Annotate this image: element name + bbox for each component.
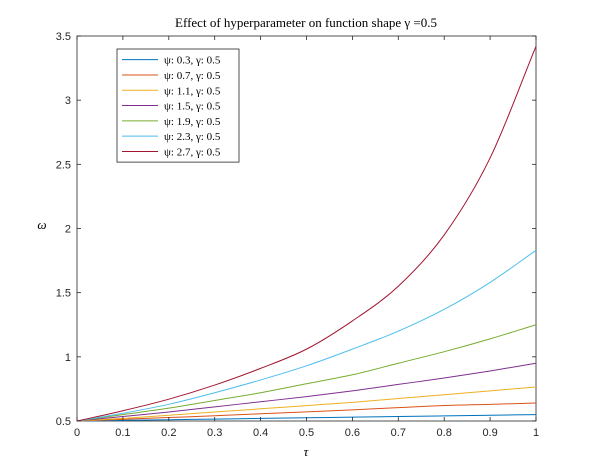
legend: ψ: 0.3, γ: 0.5 ψ: 0.7, γ: 0.5 ψ: 1.1, γ: 0…	[116, 48, 240, 163]
legend-entry-label: ψ: 0.7, γ: 0.5	[164, 70, 221, 82]
x-axis-label: τ	[304, 444, 310, 459]
y-tick-label: 3	[65, 95, 71, 107]
x-tick-label: 0.1	[115, 427, 130, 439]
series-line-3	[76, 386, 537, 422]
x-tick-label: 0.2	[161, 427, 176, 439]
y-tick-label: 0.5	[56, 416, 71, 428]
series-line-2	[76, 402, 537, 422]
x-tick-label: 0.9	[482, 427, 497, 439]
x-tick-label: 0.4	[253, 427, 268, 439]
legend-entry-label: ψ: 1.9, γ: 0.5	[164, 116, 221, 128]
legend-entry-label: ψ: 2.7, γ: 0.5	[164, 146, 221, 158]
series-line-6	[76, 249, 537, 422]
axis-ticks: 0 0.1 0.2 0.3 0.4 0.5 0.6 0.7 0.8 0.9 1 0.5 1 1.5 2 2.5…	[56, 31, 539, 439]
series-line-4	[76, 362, 537, 422]
series-group	[76, 46, 537, 422]
legend-entry-label: ψ: 1.1, γ: 0.5	[164, 85, 221, 97]
y-tick-label: 2.5	[56, 159, 71, 171]
x-tick-label: 1	[533, 427, 539, 439]
series-line-7	[76, 46, 537, 422]
chart-title: Effect of hyperparameter on function sha…	[175, 15, 437, 30]
legend-entry-label: ψ: 2.3, γ: 0.5	[164, 131, 221, 143]
x-tick-label: 0	[74, 427, 80, 439]
x-tick-label: 0.8	[437, 427, 452, 439]
legend-entry-label: ψ: 1.5, γ: 0.5	[164, 101, 221, 113]
series-line-5	[76, 324, 537, 422]
y-tick-label: 2	[65, 224, 71, 236]
x-tick-label: 0.7	[391, 427, 406, 439]
x-tick-label: 0.6	[345, 427, 360, 439]
x-tick-label: 0.3	[207, 427, 222, 439]
x-tick-label: 0.5	[299, 427, 314, 439]
y-tick-label: 1	[65, 352, 71, 364]
y-tick-label: 3.5	[56, 31, 71, 43]
y-tick-label: 1.5	[56, 288, 71, 300]
y-axis-label: ω	[37, 217, 46, 232]
legend-entry-label: ψ: 0.3, γ: 0.5	[164, 55, 221, 67]
